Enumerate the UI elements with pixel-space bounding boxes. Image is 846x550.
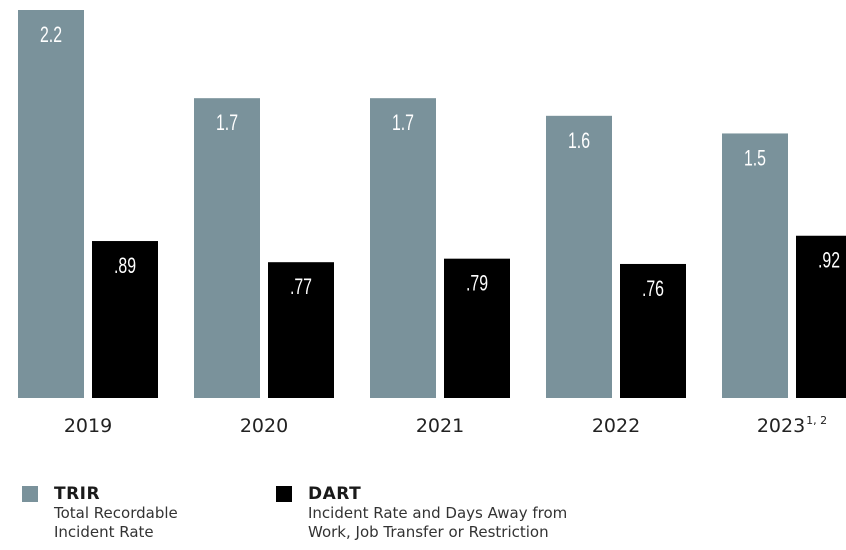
trir-bar-2022 [546, 116, 612, 398]
legend-dart: DART Incident Rate and Days Away from Wo… [276, 484, 567, 542]
dart-swatch [276, 486, 292, 502]
x-tick-label-2022: 2022 [592, 415, 640, 437]
trir-bar-2019 [18, 10, 84, 398]
legend-trir: TRIR Total Recordable Incident Rate [22, 484, 178, 542]
legend-dart-desc-line1: Incident Rate and Days Away from [308, 504, 567, 523]
trir-bar-2021 [370, 98, 436, 398]
legend-trir-desc-line1: Total Recordable [54, 504, 178, 523]
x-tick-label-2021: 2021 [416, 415, 464, 437]
trir-value-label-2022: 1.6 [568, 129, 590, 153]
x-tick-label-2020: 2020 [240, 415, 288, 437]
legend-dart-text: DART Incident Rate and Days Away from Wo… [308, 484, 567, 542]
legend-trir-text: TRIR Total Recordable Incident Rate [54, 484, 178, 542]
dart-value-label-2019: .89 [114, 255, 136, 279]
trir-bar-2020 [194, 98, 260, 398]
trir-swatch [22, 486, 38, 502]
legend-trir-desc-line2: Incident Rate [54, 523, 178, 542]
dart-value-label-2023: .92 [818, 249, 840, 273]
dart-value-label-2021: .79 [466, 272, 488, 296]
legend-dart-title: DART [308, 484, 567, 504]
legend-dart-desc-line2: Work, Job Transfer or Restriction [308, 523, 567, 542]
x-tick-label-2023: 20231, 2 [757, 414, 827, 437]
legend-trir-title: TRIR [54, 484, 178, 504]
footnote-superscript: 1, 2 [806, 414, 827, 427]
dart-value-label-2020: .77 [290, 276, 312, 300]
x-tick-label-2019: 2019 [64, 415, 112, 437]
trir-bar-2023 [722, 133, 788, 398]
trir-value-label-2019: 2.2 [40, 24, 62, 48]
dart-value-label-2022: .76 [642, 278, 664, 302]
trir-value-label-2020: 1.7 [216, 112, 238, 136]
trir-value-label-2023: 1.5 [744, 147, 766, 171]
trir-value-label-2021: 1.7 [392, 112, 414, 136]
bar-chart: 2.2 .89 2019 1.7 .77 2020 1.7 .79 2021 1.6 .76 2022… [0, 0, 846, 460]
